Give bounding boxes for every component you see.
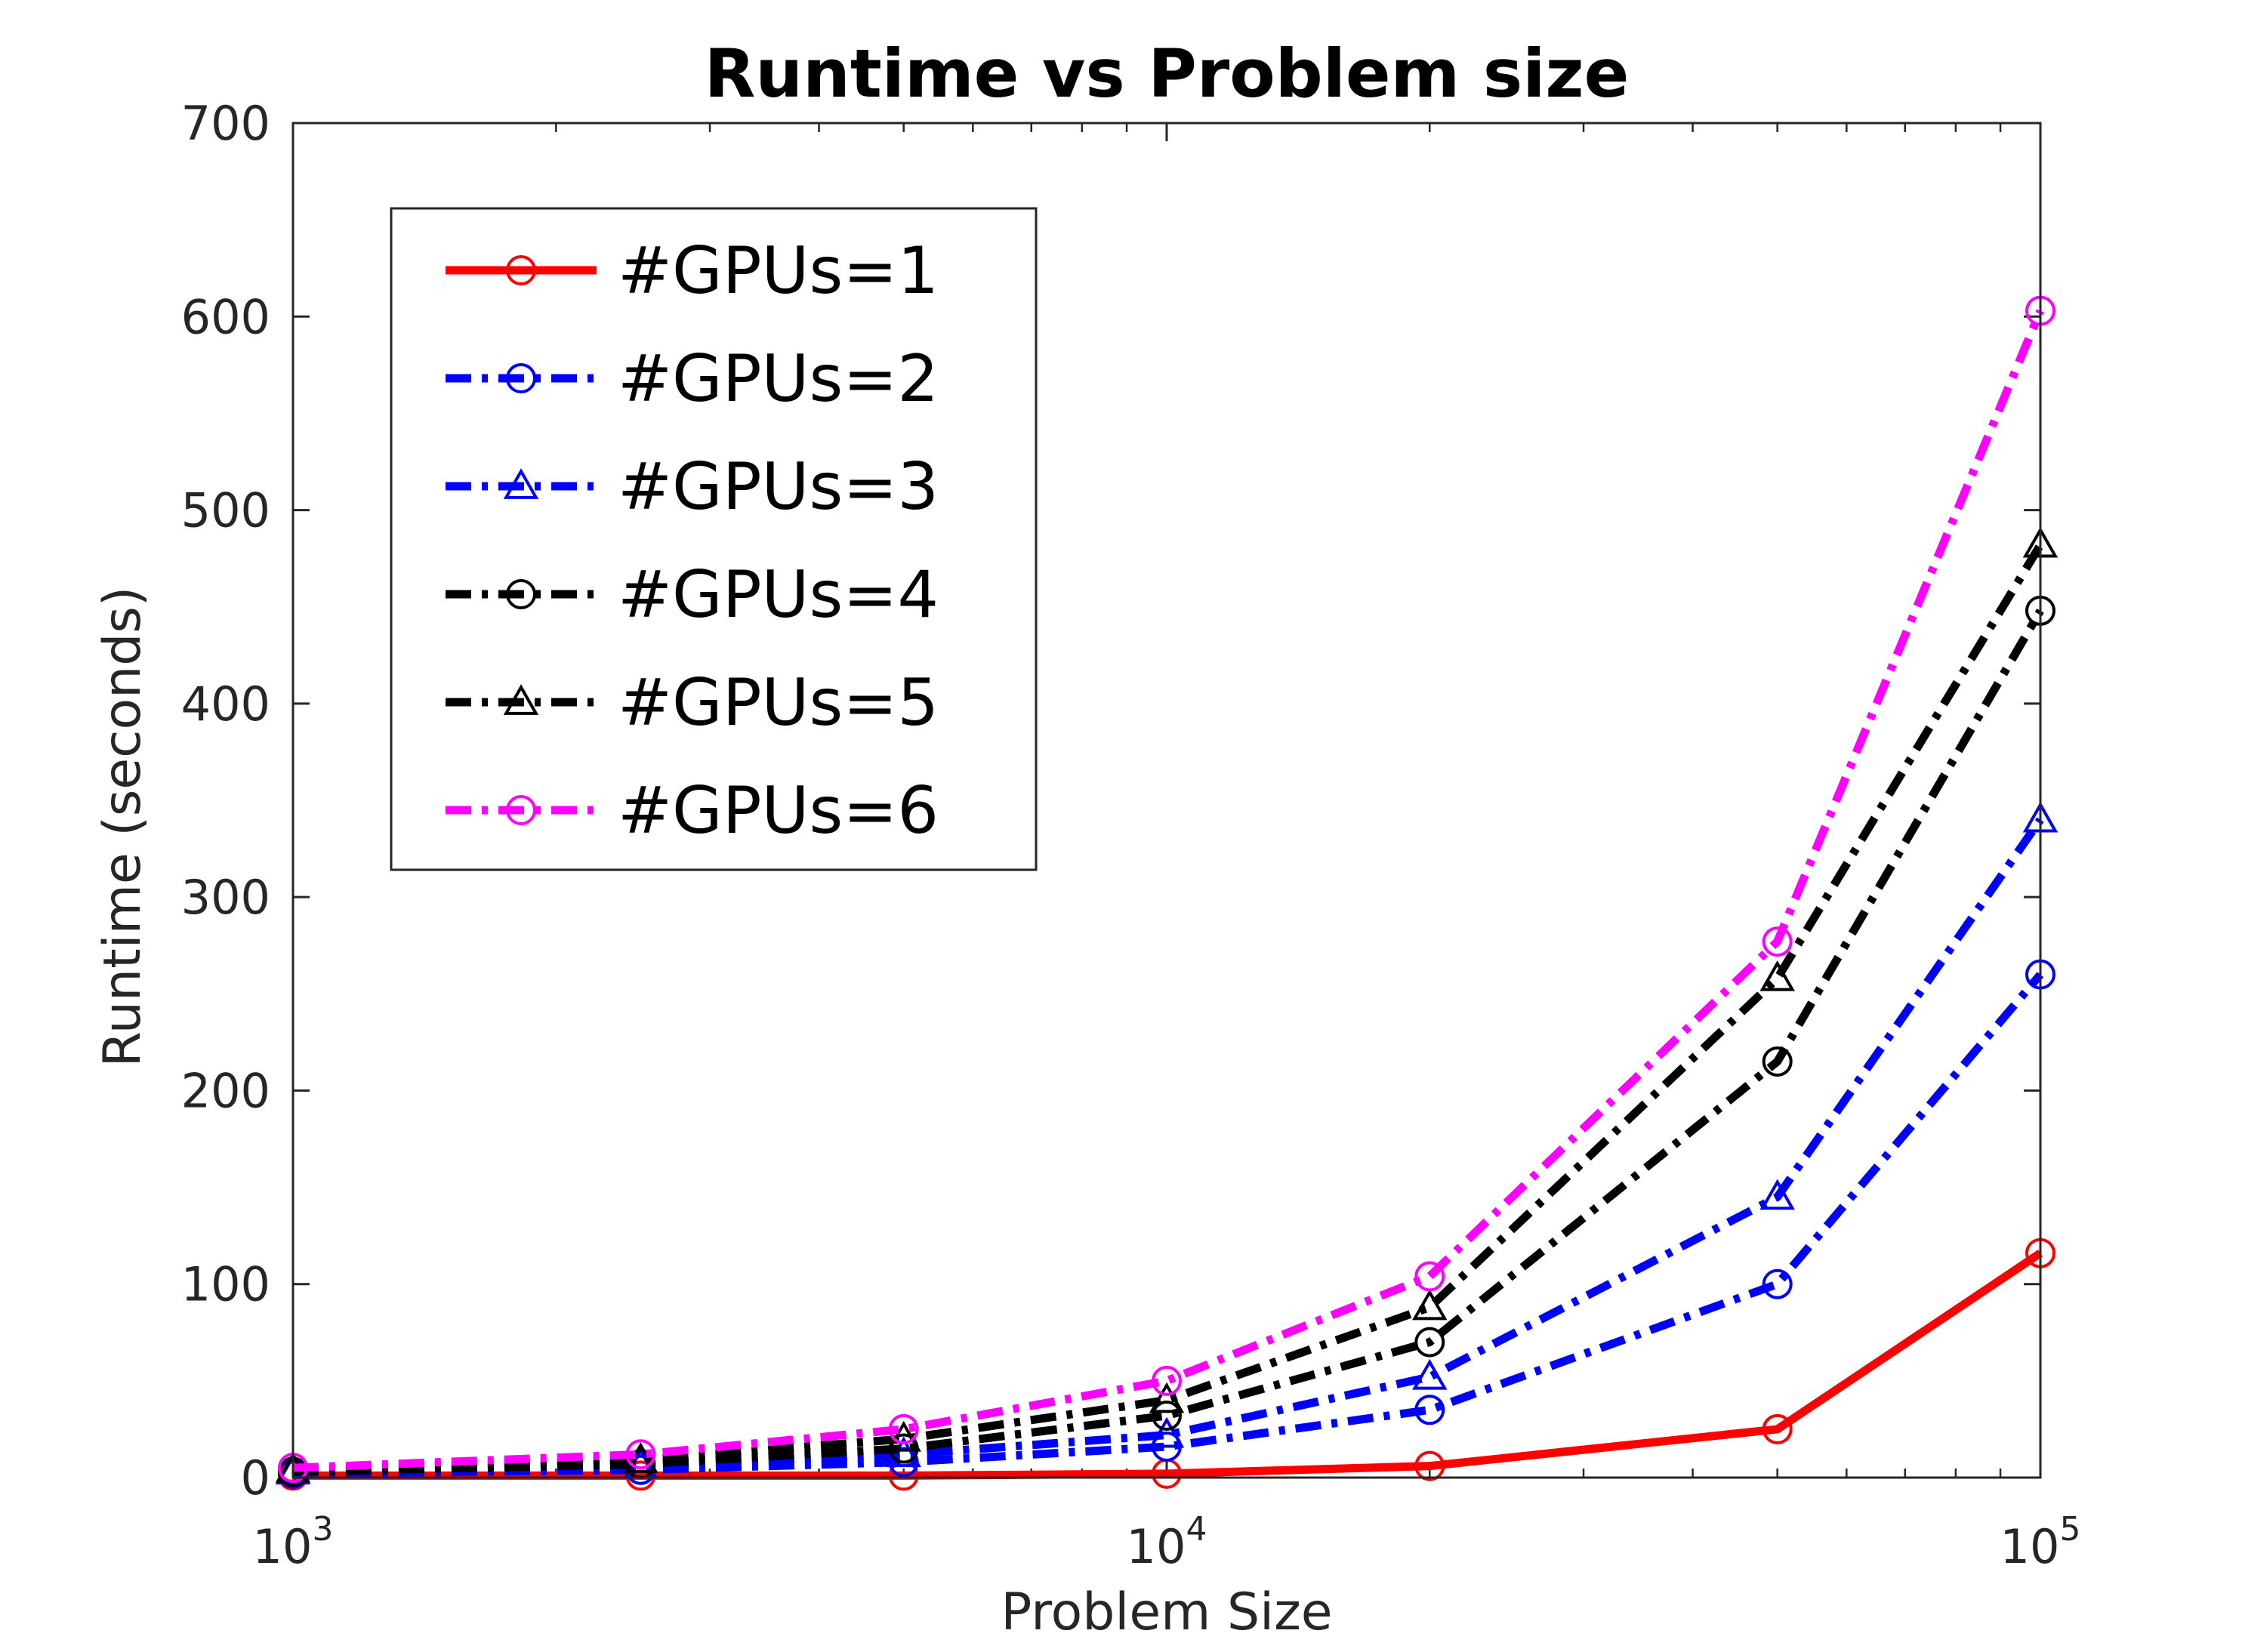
x-axis-label: Problem Size bbox=[1001, 1583, 1332, 1642]
data-point bbox=[1414, 1450, 1445, 1481]
legend-label: #GPUs=1 bbox=[618, 233, 939, 309]
legend-label: #GPUs=4 bbox=[618, 557, 939, 633]
x-tick-exponent: 4 bbox=[1186, 1510, 1207, 1549]
legend: #GPUs=1 #GPUs=2 #GPUs=3 #GPUs=4 #GPUs=5 #GPUs… bbox=[390, 207, 1038, 871]
x-tick-exponent: 5 bbox=[2059, 1510, 2080, 1549]
legend-item: #GPUs=6 bbox=[446, 773, 939, 849]
data-point bbox=[1412, 1358, 1448, 1390]
data-point bbox=[1149, 1382, 1185, 1413]
data-point bbox=[506, 579, 536, 609]
data-point bbox=[506, 795, 536, 825]
legend-label: #GPUs=5 bbox=[618, 665, 939, 741]
x-tick-base: 10 bbox=[2000, 1519, 2060, 1574]
data-point bbox=[503, 468, 539, 499]
legend-item: #GPUs=4 bbox=[446, 557, 939, 633]
legend-item: #GPUs=5 bbox=[446, 665, 939, 741]
series--gpus-6 bbox=[278, 295, 2055, 1484]
x-tick-label: 104 bbox=[1127, 1510, 1207, 1574]
data-point bbox=[1759, 1179, 1795, 1210]
data-point bbox=[506, 363, 536, 393]
data-point bbox=[1149, 1416, 1185, 1448]
y-tick-label: 700 bbox=[181, 96, 270, 151]
data-point bbox=[1762, 1413, 1793, 1444]
data-point bbox=[1762, 1268, 1793, 1299]
data-point bbox=[1152, 1400, 1182, 1431]
series-line bbox=[292, 817, 2044, 1476]
y-tick-label: 100 bbox=[181, 1257, 270, 1312]
data-point bbox=[503, 684, 539, 715]
series-line bbox=[292, 309, 2045, 1472]
x-tick-label: 105 bbox=[2000, 1510, 2081, 1574]
y-tick-label: 300 bbox=[181, 870, 270, 925]
series-layer bbox=[275, 295, 2059, 1491]
data-point bbox=[506, 255, 536, 285]
x-tick-base: 10 bbox=[1127, 1519, 1186, 1574]
legend-label: #GPUs=2 bbox=[618, 341, 939, 417]
data-point bbox=[1762, 1046, 1793, 1077]
data-point bbox=[1762, 926, 1793, 957]
legend-label: #GPUs=6 bbox=[618, 773, 939, 849]
plot-frame bbox=[291, 122, 2042, 1479]
series-line bbox=[293, 1250, 2043, 1480]
data-point bbox=[1414, 1327, 1445, 1358]
data-point bbox=[1412, 1289, 1448, 1321]
y-tick-label: 400 bbox=[181, 677, 270, 732]
y-tick-label: 500 bbox=[181, 483, 270, 538]
data-point bbox=[888, 1413, 919, 1444]
data-point bbox=[1152, 1365, 1182, 1396]
series-line bbox=[292, 609, 2044, 1476]
y-tick-label: 0 bbox=[241, 1450, 270, 1506]
x-tick-base: 10 bbox=[253, 1519, 313, 1574]
x-tick-label: 103 bbox=[253, 1510, 334, 1574]
y-tick-label: 600 bbox=[181, 289, 270, 344]
data-point bbox=[886, 1420, 921, 1452]
y-tick-label: 200 bbox=[181, 1063, 270, 1118]
data-point bbox=[1414, 1395, 1445, 1425]
legend-item: #GPUs=1 bbox=[446, 233, 939, 309]
legend-item: #GPUs=3 bbox=[446, 449, 939, 525]
data-point bbox=[1759, 960, 1795, 991]
x-tick-exponent: 3 bbox=[312, 1510, 333, 1549]
legend-label: #GPUs=3 bbox=[618, 449, 939, 525]
chart-title: Runtime vs Problem size bbox=[705, 35, 1630, 112]
y-axis-label: Runtime (seconds) bbox=[93, 587, 153, 1068]
legend-box bbox=[390, 207, 1038, 871]
legend-item: #GPUs=2 bbox=[446, 341, 939, 417]
data-point bbox=[1414, 1261, 1445, 1292]
data-point bbox=[625, 1439, 656, 1470]
